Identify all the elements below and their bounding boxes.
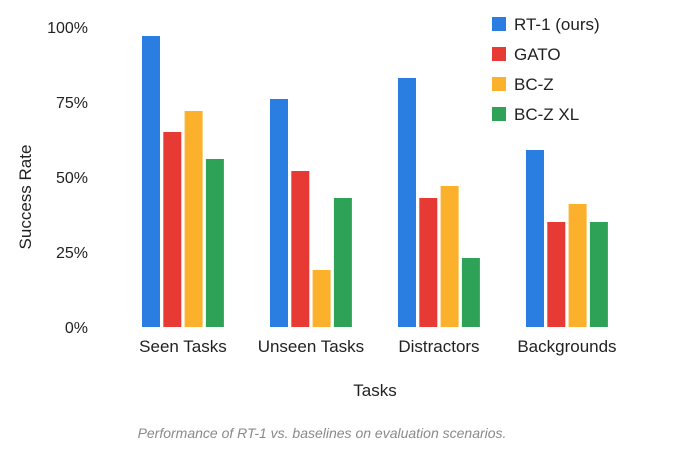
x-axis-title: Tasks <box>353 381 396 400</box>
legend: RT-1 (ours) GATO BC-Z BC-Z XL <box>492 15 600 124</box>
legend-swatch <box>492 107 506 121</box>
bar <box>547 222 566 327</box>
legend-swatch <box>492 77 506 91</box>
bar <box>270 99 288 327</box>
bar <box>419 198 438 327</box>
x-category-label: Seen Tasks <box>139 337 227 356</box>
y-tick-label: 50% <box>56 170 88 187</box>
legend-swatch <box>492 17 506 31</box>
bar <box>398 78 416 327</box>
legend-label: BC-Z XL <box>514 105 579 124</box>
bars-group <box>142 36 608 327</box>
y-tick-label: 100% <box>47 20 88 37</box>
x-category-label: Backgrounds <box>517 337 616 356</box>
y-tick-label: 75% <box>56 95 88 112</box>
bar <box>589 222 608 327</box>
bar <box>163 132 182 327</box>
bar <box>526 150 544 327</box>
figure-caption: Performance of RT-1 vs. baselines on eva… <box>138 425 507 441</box>
bar <box>333 198 352 327</box>
legend-label: GATO <box>514 45 561 64</box>
bar <box>142 36 160 327</box>
y-axis-title: Success Rate <box>16 145 35 250</box>
x-category-label: Distractors <box>398 337 479 356</box>
bar <box>440 186 459 327</box>
legend-label: BC-Z <box>514 75 554 94</box>
y-axis-ticks: 0% 25% 50% 75% 100% <box>47 20 88 337</box>
bar <box>461 258 480 327</box>
bar <box>291 171 310 327</box>
legend-label: RT-1 (ours) <box>514 15 600 34</box>
legend-swatch <box>492 47 506 61</box>
x-category-label: Unseen Tasks <box>258 337 364 356</box>
y-tick-label: 0% <box>65 320 88 337</box>
bar <box>312 270 331 327</box>
y-tick-label: 25% <box>56 245 88 262</box>
x-axis-categories: Seen Tasks Unseen Tasks Distractors Backgro… <box>139 337 616 356</box>
bar <box>184 111 203 327</box>
bar <box>205 159 224 327</box>
bar <box>568 204 587 327</box>
